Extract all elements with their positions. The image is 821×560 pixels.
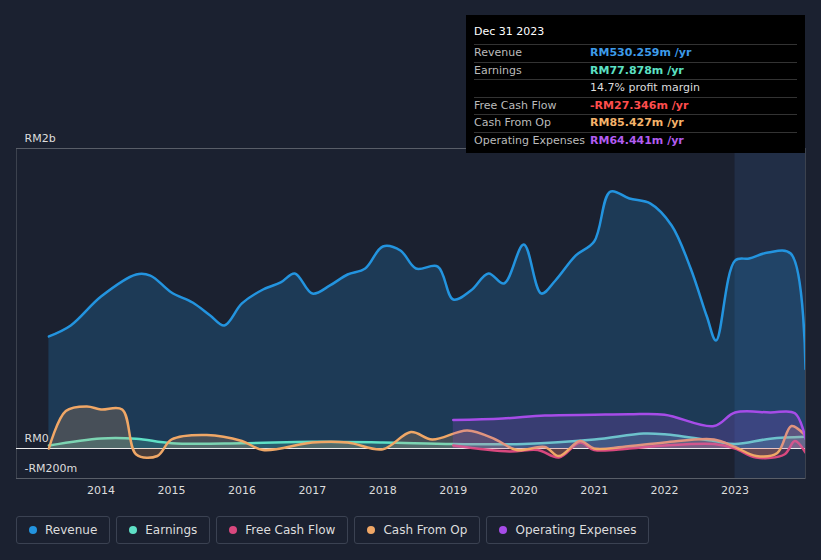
html-text:RM530.259m /yr: RM530.259m /yr (590, 46, 692, 59)
html-text:RM77.878m /yr: RM77.878m /yr (590, 63, 684, 77)
svg-text:2020: 2020 (510, 484, 538, 497)
svg-text:2023: 2023 (721, 484, 749, 497)
svg-text:2014: 2014 (87, 484, 115, 497)
html-text:Dec 31 2023: Dec 31 2023 (474, 25, 545, 38)
html-text:Free Cash Flow: Free Cash Flow (474, 98, 557, 112)
svg-text:2018: 2018 (369, 484, 397, 497)
svg-text:2022: 2022 (651, 484, 679, 497)
html-text:Revenue: Revenue (474, 46, 522, 59)
html-text:-RM27.346m /yr: -RM27.346m /yr (590, 98, 689, 112)
html-text:14.7% profit margin: 14.7% profit margin (590, 81, 700, 94)
svg-text:-RM200m: -RM200m (25, 462, 78, 475)
svg-text:RM2b: RM2b (25, 132, 56, 145)
html-text:RM85.427m /yr: RM85.427m /yr (590, 116, 684, 129)
html-text:Revenue: Revenue (45, 523, 98, 537)
html-text:Cash From Op: Cash From Op (383, 523, 468, 537)
html-text:Operating Expenses: Operating Expenses (474, 133, 585, 147)
svg-text:2015: 2015 (157, 484, 185, 497)
html-text:Free Cash Flow: Free Cash Flow (245, 523, 336, 537)
html-text:Earnings: Earnings (474, 63, 522, 77)
html-text:Earnings: Earnings (145, 523, 198, 537)
svg-text:2016: 2016 (228, 484, 256, 497)
html-text:RM64.441m /yr: RM64.441m /yr (590, 133, 684, 147)
svg-text:RM0: RM0 (25, 432, 49, 445)
html-text:Operating Expenses: Operating Expenses (515, 523, 637, 537)
html-text:Cash From Op: Cash From Op (474, 116, 551, 129)
svg-text:2019: 2019 (439, 484, 467, 497)
svg-text:2017: 2017 (298, 484, 326, 497)
svg-text:2021: 2021 (580, 484, 608, 497)
